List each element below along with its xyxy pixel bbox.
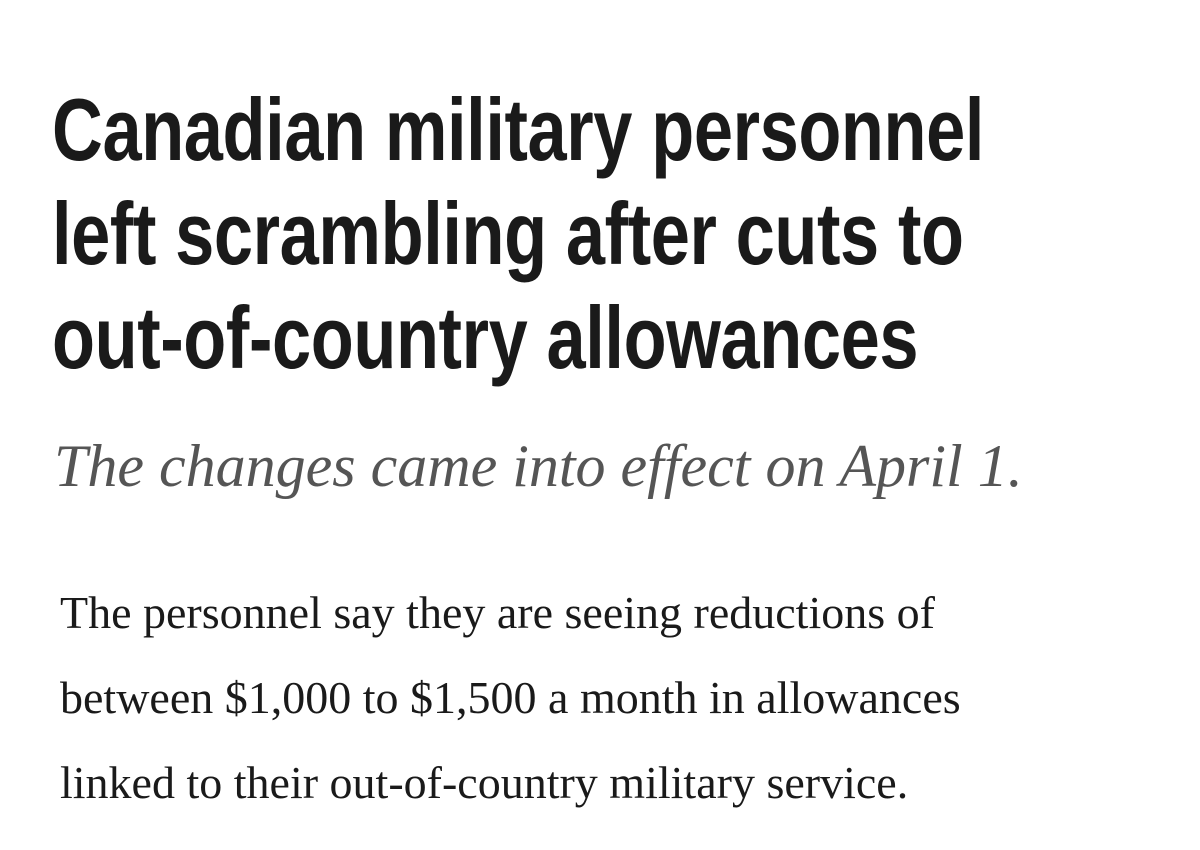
body-line: linked to their out-of-country military … (60, 757, 909, 808)
subtitle: The changes came into effect on April 1. (54, 433, 1023, 499)
body-line: between $1,000 to $1,500 a month in allo… (60, 672, 961, 723)
headline-line: out-of-country allowances (52, 288, 919, 387)
body-line: The personnel say they are seeing reduct… (60, 587, 935, 638)
headline-line: left scrambling after cuts to (52, 184, 964, 283)
headline: Canadian military personnel left scrambl… (52, 78, 1200, 390)
body-text: The personnel say they are seeing reduct… (60, 570, 961, 825)
headline-line: Canadian military personnel (52, 80, 985, 179)
